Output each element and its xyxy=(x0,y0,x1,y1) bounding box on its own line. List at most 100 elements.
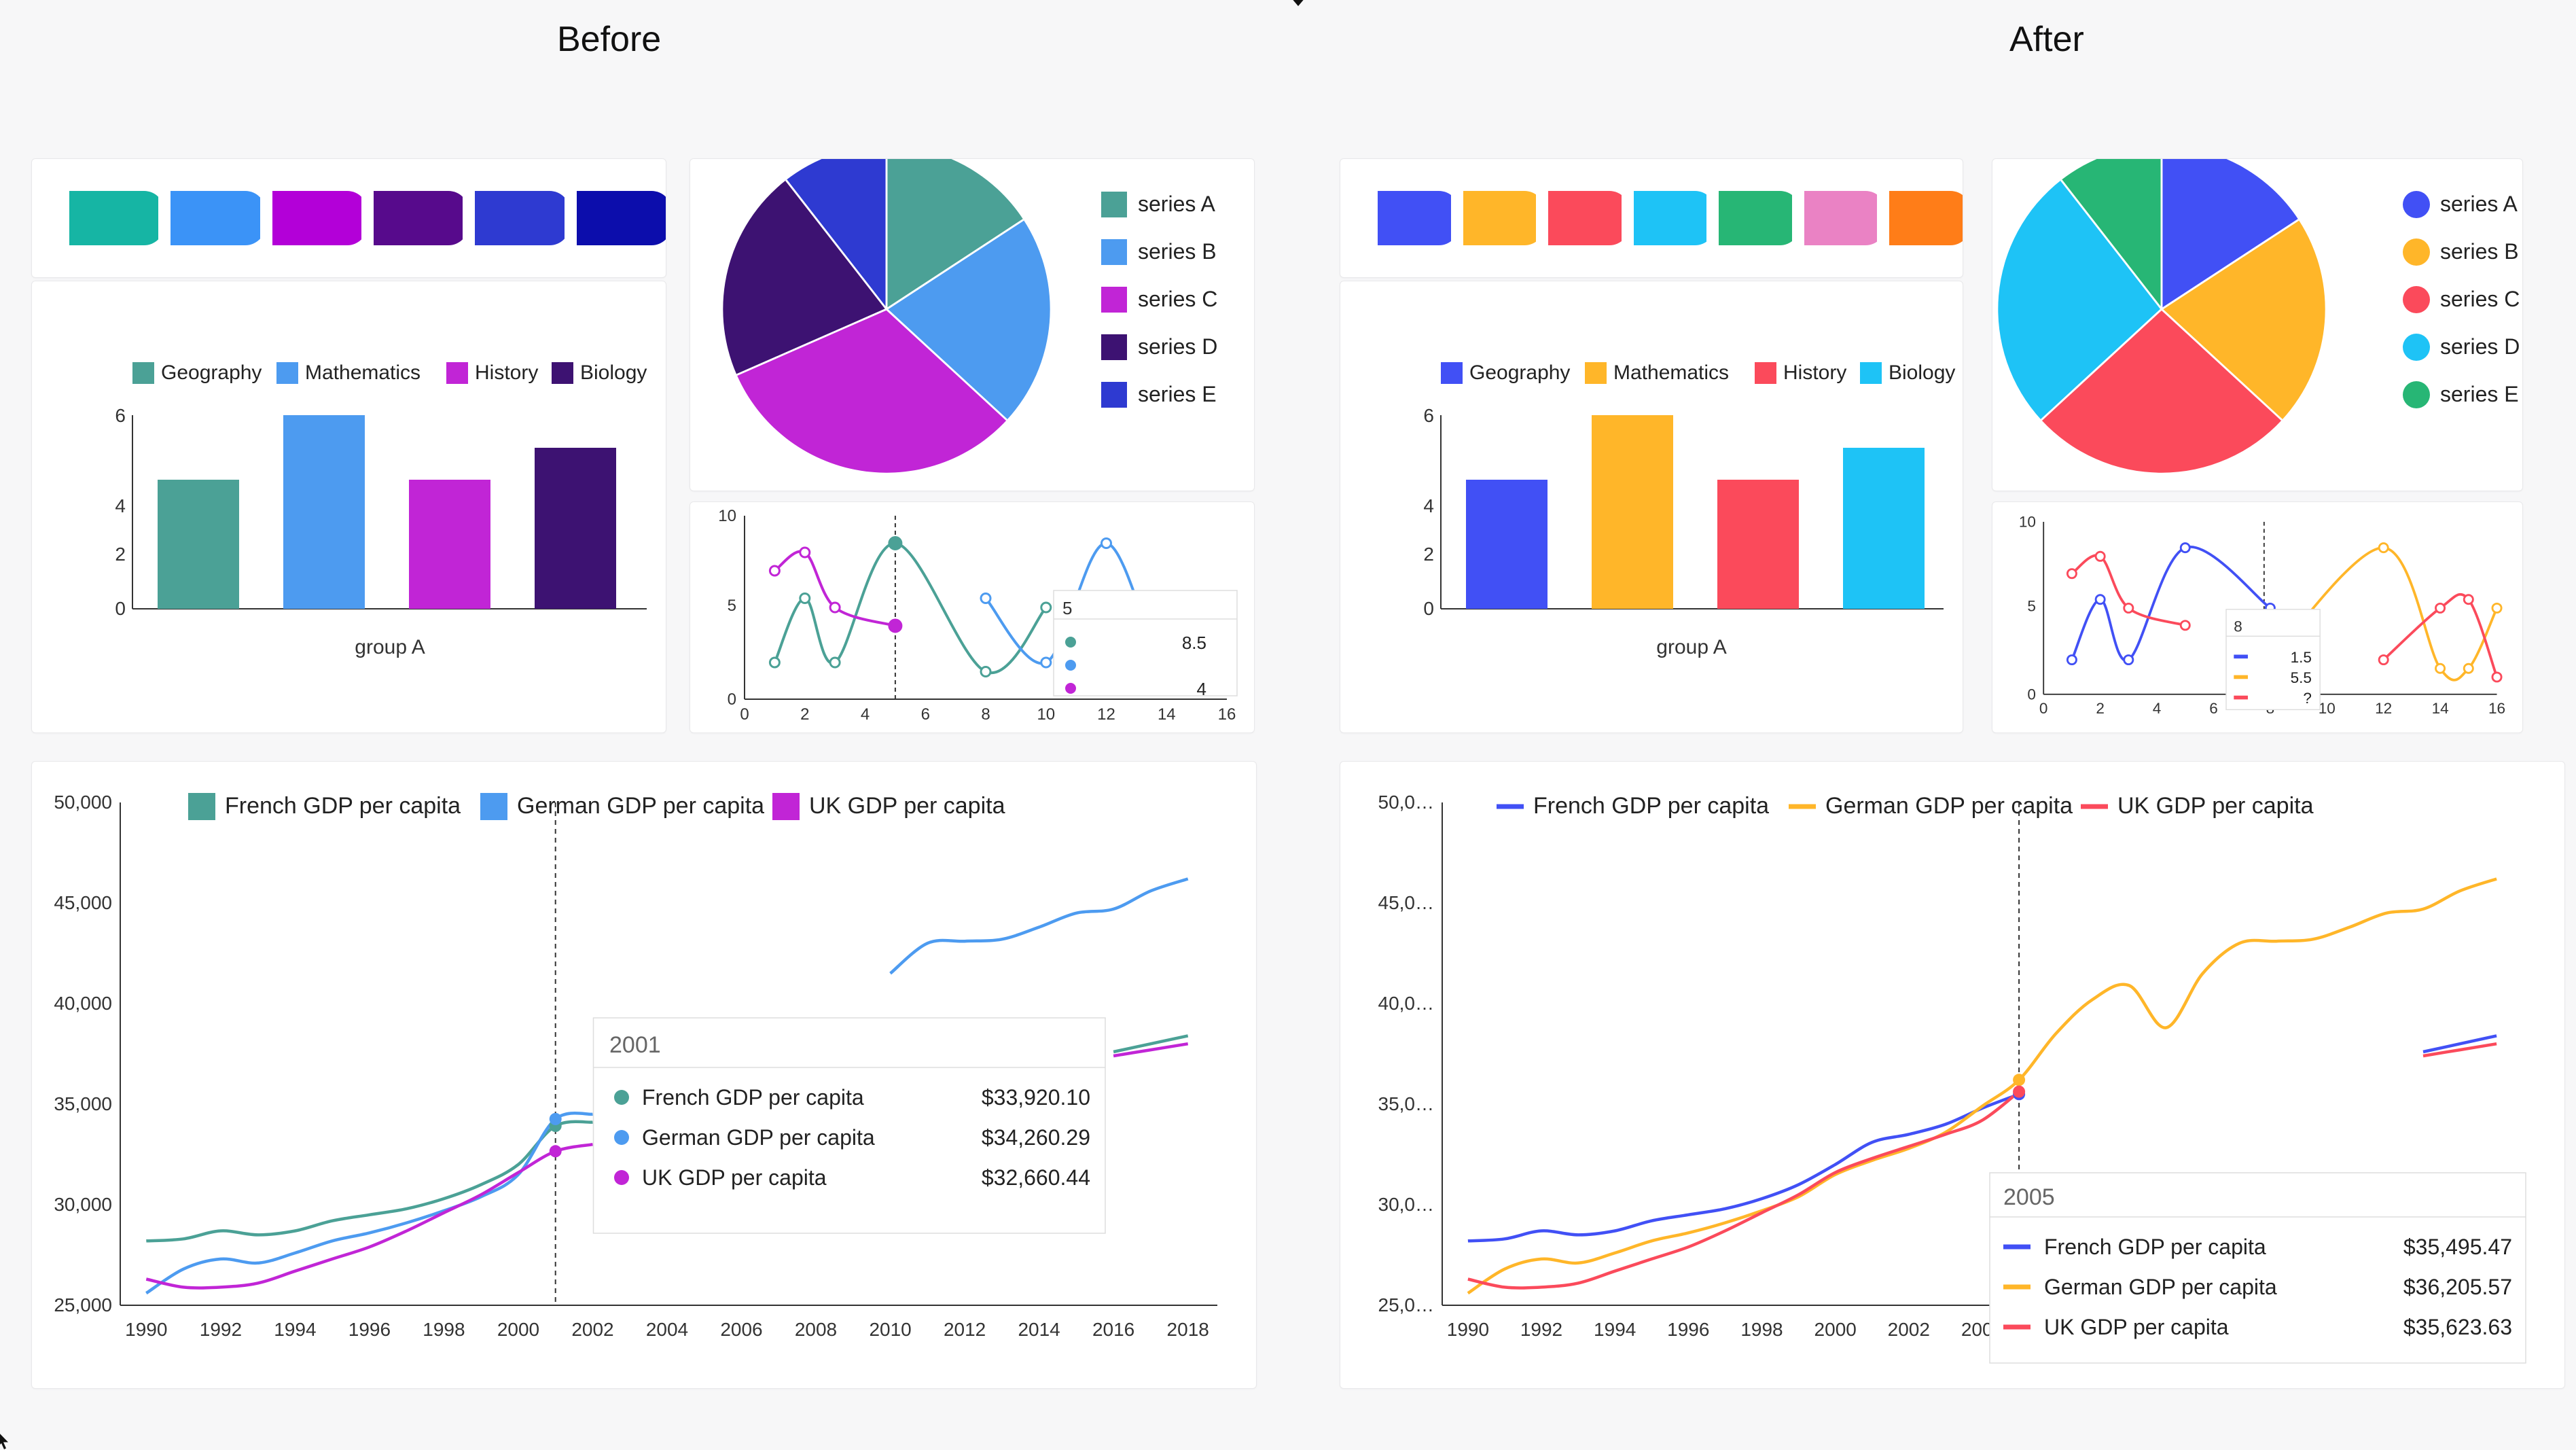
svg-text:8: 8 xyxy=(2234,618,2242,635)
svg-text:4: 4 xyxy=(861,705,870,724)
svg-text:2014: 2014 xyxy=(1018,1319,1060,1340)
svg-text:5: 5 xyxy=(2027,598,2036,615)
svg-text:1994: 1994 xyxy=(274,1319,316,1340)
svg-text:Geography: Geography xyxy=(161,361,262,384)
svg-text:10: 10 xyxy=(1037,705,1055,724)
svg-text:6: 6 xyxy=(1423,405,1434,426)
svg-text:5.5: 5.5 xyxy=(2291,669,2312,686)
svg-text:8: 8 xyxy=(981,705,990,724)
svg-text:UK GDP per capita: UK GDP per capita xyxy=(2044,1315,2229,1339)
svg-text:$36,205.57: $36,205.57 xyxy=(2403,1275,2512,1299)
svg-text:10: 10 xyxy=(2319,700,2336,717)
svg-text:2: 2 xyxy=(1423,544,1434,565)
svg-text:$34,260.29: $34,260.29 xyxy=(982,1125,1090,1150)
svg-text:1996: 1996 xyxy=(1667,1319,1709,1340)
svg-text:2000: 2000 xyxy=(497,1319,539,1340)
svg-text:series D: series D xyxy=(2440,334,2520,359)
svg-text:40,0…: 40,0… xyxy=(1378,993,1435,1014)
svg-text:2006: 2006 xyxy=(720,1319,762,1340)
svg-text:1998: 1998 xyxy=(1740,1319,1783,1340)
svg-text:2018: 2018 xyxy=(1167,1319,1209,1340)
svg-text:0: 0 xyxy=(728,690,736,709)
svg-text:10: 10 xyxy=(2019,514,2036,531)
svg-text:2002: 2002 xyxy=(1888,1319,1930,1340)
svg-text:14: 14 xyxy=(1158,705,1176,724)
svg-text:French GDP per capita: French GDP per capita xyxy=(2044,1235,2266,1259)
svg-text:UK GDP per capita: UK GDP per capita xyxy=(809,793,1005,819)
svg-text:?: ? xyxy=(2303,690,2312,707)
svg-text:1990: 1990 xyxy=(1447,1319,1489,1340)
svg-text:4: 4 xyxy=(1197,679,1206,699)
svg-text:16: 16 xyxy=(2488,700,2505,717)
svg-text:1998: 1998 xyxy=(423,1319,465,1340)
svg-text:16: 16 xyxy=(1218,705,1236,724)
svg-text:UK GDP per capita: UK GDP per capita xyxy=(642,1165,827,1190)
svg-text:25,000: 25,000 xyxy=(54,1294,112,1315)
svg-text:Geography: Geography xyxy=(1469,361,1570,384)
svg-text:series B: series B xyxy=(2440,239,2519,264)
svg-text:0: 0 xyxy=(2039,700,2048,717)
svg-text:$35,623.63: $35,623.63 xyxy=(2403,1315,2512,1339)
svg-text:4: 4 xyxy=(1423,495,1434,516)
svg-text:6: 6 xyxy=(115,405,126,426)
svg-text:French GDP per capita: French GDP per capita xyxy=(1533,793,1769,819)
svg-text:$33,920.10: $33,920.10 xyxy=(982,1085,1090,1110)
svg-text:0: 0 xyxy=(2027,686,2036,703)
svg-text:2002: 2002 xyxy=(571,1319,613,1340)
svg-text:10: 10 xyxy=(718,507,736,525)
svg-text:series E: series E xyxy=(2440,382,2519,406)
svg-text:1996: 1996 xyxy=(348,1319,391,1340)
svg-text:$32,660.44: $32,660.44 xyxy=(982,1165,1090,1190)
svg-text:4: 4 xyxy=(2153,700,2162,717)
svg-text:1990: 1990 xyxy=(125,1319,167,1340)
svg-text:6: 6 xyxy=(2209,700,2218,717)
svg-text:2001: 2001 xyxy=(609,1032,661,1058)
svg-text:series C: series C xyxy=(1138,287,1217,311)
svg-text:2008: 2008 xyxy=(795,1319,837,1340)
svg-text:series B: series B xyxy=(1138,239,1217,264)
svg-text:German GDP per capita: German GDP per capita xyxy=(642,1125,875,1150)
svg-text:25,0…: 25,0… xyxy=(1378,1294,1435,1315)
svg-text:50,000: 50,000 xyxy=(54,792,112,813)
svg-text:German GDP per capita: German GDP per capita xyxy=(1825,793,2073,819)
svg-text:0: 0 xyxy=(740,705,749,724)
svg-text:series C: series C xyxy=(2440,287,2520,311)
svg-text:German GDP per capita: German GDP per capita xyxy=(517,793,764,819)
svg-text:Mathematics: Mathematics xyxy=(305,361,421,384)
svg-text:UK GDP per capita: UK GDP per capita xyxy=(2117,793,2314,819)
svg-text:40,000: 40,000 xyxy=(54,993,112,1014)
svg-text:Biology: Biology xyxy=(1889,361,1955,384)
svg-text:50,0…: 50,0… xyxy=(1378,792,1435,813)
svg-text:2: 2 xyxy=(115,544,126,565)
svg-text:group A: group A xyxy=(1656,636,1726,658)
svg-text:35,0…: 35,0… xyxy=(1378,1093,1435,1114)
svg-text:6: 6 xyxy=(921,705,930,724)
svg-text:History: History xyxy=(1783,361,1846,384)
svg-text:series E: series E xyxy=(1138,382,1217,406)
svg-text:series D: series D xyxy=(1138,334,1217,359)
svg-text:45,000: 45,000 xyxy=(54,892,112,913)
svg-text:2004: 2004 xyxy=(646,1319,688,1340)
svg-text:German GDP per capita: German GDP per capita xyxy=(2044,1275,2277,1299)
svg-text:History: History xyxy=(475,361,538,384)
svg-text:Biology: Biology xyxy=(580,361,647,384)
svg-text:1994: 1994 xyxy=(1594,1319,1636,1340)
svg-text:4: 4 xyxy=(115,495,126,516)
svg-text:2005: 2005 xyxy=(2003,1184,2055,1210)
svg-text:35,000: 35,000 xyxy=(54,1093,112,1114)
svg-text:0: 0 xyxy=(115,598,126,619)
svg-text:Mathematics: Mathematics xyxy=(1613,361,1729,384)
svg-text:$35,495.47: $35,495.47 xyxy=(2403,1235,2512,1259)
svg-text:group A: group A xyxy=(355,636,425,658)
svg-text:14: 14 xyxy=(2432,700,2449,717)
svg-text:5: 5 xyxy=(1062,598,1072,618)
svg-text:12: 12 xyxy=(1097,705,1115,724)
svg-text:series A: series A xyxy=(1138,192,1215,216)
svg-text:5: 5 xyxy=(728,597,736,615)
svg-text:1992: 1992 xyxy=(200,1319,242,1340)
svg-text:French GDP per capita: French GDP per capita xyxy=(225,793,461,819)
svg-text:2: 2 xyxy=(2096,700,2105,717)
svg-text:8.5: 8.5 xyxy=(1182,633,1206,653)
svg-text:1.5: 1.5 xyxy=(2291,649,2312,666)
svg-text:French GDP per capita: French GDP per capita xyxy=(642,1085,864,1110)
